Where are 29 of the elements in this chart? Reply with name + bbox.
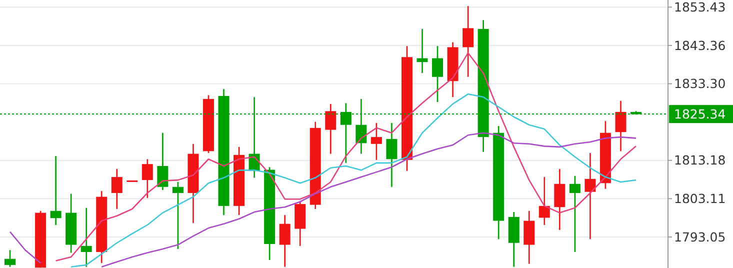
y-tick-label: 1843.36 bbox=[674, 38, 726, 53]
candlestick bbox=[80, 207, 92, 268]
candlestick bbox=[584, 152, 596, 240]
candlestick bbox=[432, 45, 444, 103]
y-tick-label: 1793.05 bbox=[674, 229, 726, 244]
candlestick bbox=[370, 122, 382, 161]
line-series bbox=[55, 52, 637, 262]
candlestick bbox=[4, 249, 16, 268]
candlestick bbox=[462, 5, 474, 78]
y-tick-label: 1853.43 bbox=[674, 0, 726, 14]
candlestick bbox=[524, 210, 535, 264]
candlestick bbox=[111, 168, 122, 210]
candlestick bbox=[142, 158, 153, 199]
candlestick bbox=[416, 28, 428, 74]
candlestick bbox=[157, 132, 168, 191]
y-tick-label: 1813.18 bbox=[674, 152, 726, 168]
y-tick-label: 1803.11 bbox=[674, 191, 726, 206]
candlestick bbox=[50, 155, 62, 226]
candlestick bbox=[325, 103, 336, 154]
candlestick bbox=[538, 176, 550, 226]
candlestick bbox=[172, 181, 184, 250]
ref-line-label: 1825.34 bbox=[674, 106, 726, 122]
candlestick bbox=[615, 100, 626, 152]
candlestick bbox=[279, 214, 290, 268]
y-tick-label: 1833.30 bbox=[674, 76, 726, 92]
candlestick bbox=[554, 168, 566, 231]
candlestick bbox=[386, 122, 398, 188]
candlestick bbox=[569, 175, 580, 253]
line-series bbox=[70, 93, 637, 268]
